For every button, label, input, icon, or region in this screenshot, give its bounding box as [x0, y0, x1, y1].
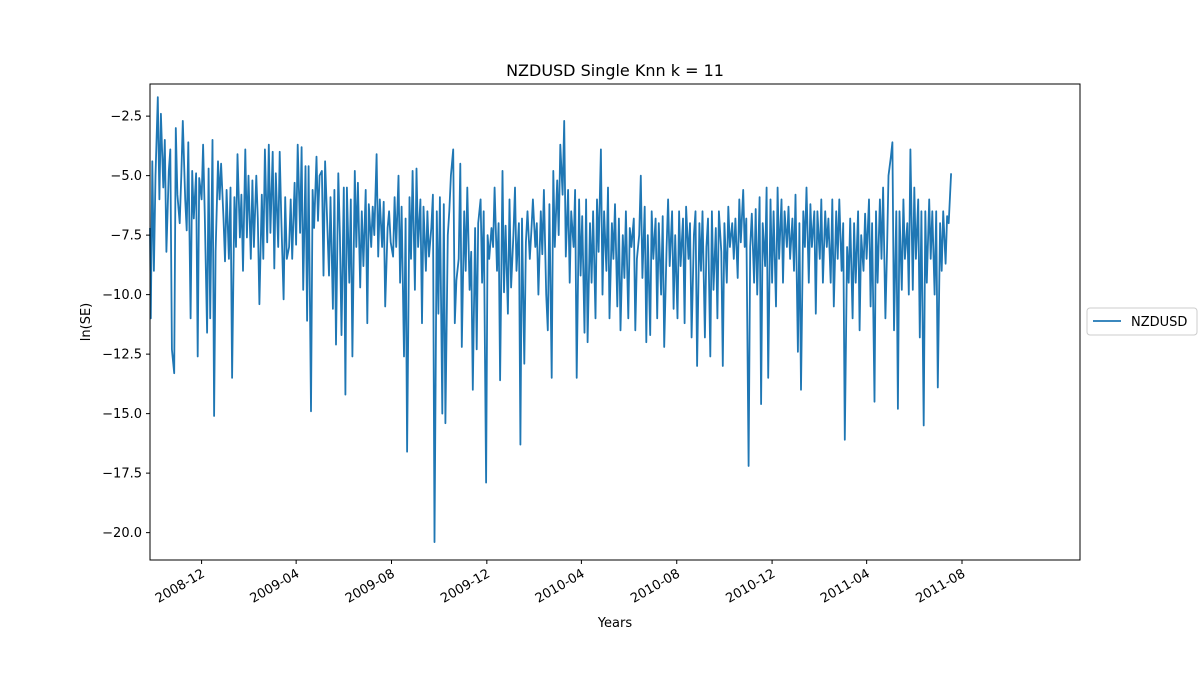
series-line-nzdusd — [149, 96, 952, 543]
chart-title: NZDUSD Single Knn k = 11 — [506, 61, 724, 80]
plot-frame — [149, 83, 1081, 561]
y-axis-label: ln(SE) — [79, 303, 94, 341]
y-tick-label: −17.5 — [102, 467, 142, 482]
legend-box — [1086, 307, 1198, 336]
y-tick-label: −20.0 — [102, 526, 142, 541]
legend-label-nzdusd: NZDUSD — [1131, 315, 1187, 330]
y-tick-label: −2.5 — [110, 110, 142, 125]
plot-area — [149, 83, 1081, 561]
y-axis: −20.0 −17.5 −15.0 −12.5 −10.0 −7.5 −5.0 −2.5 — [102, 110, 150, 541]
y-tick-label: −5.0 — [110, 169, 142, 184]
legend: NZDUSD — [1086, 307, 1198, 336]
y-tick-label: −12.5 — [102, 348, 142, 363]
x-axis-label: Years — [597, 616, 633, 631]
y-tick-label: −7.5 — [110, 229, 142, 244]
y-tick-label: −10.0 — [102, 288, 142, 303]
plot-background — [150, 84, 1080, 560]
y-tick-label: −15.0 — [102, 407, 142, 422]
